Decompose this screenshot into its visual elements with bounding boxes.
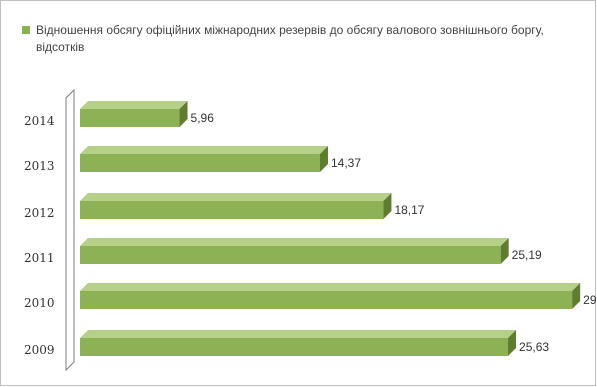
bar-side-face (500, 238, 509, 264)
y-tick-label: 2010 (24, 296, 55, 310)
data-label: 25,19 (512, 248, 542, 262)
bar (80, 154, 320, 172)
bar (80, 109, 180, 127)
bar (80, 246, 501, 264)
data-label: 18,17 (394, 203, 424, 217)
legend: Відношення обсягу офіційних міжнародних … (22, 22, 562, 56)
bar-top-face (80, 238, 509, 246)
data-label: 29,47 (583, 293, 597, 307)
data-label: 25,63 (519, 340, 549, 354)
bar-side-face (179, 101, 188, 127)
bar-top-face (80, 330, 517, 338)
data-label: 14,37 (331, 156, 361, 170)
bar (80, 201, 384, 219)
bar-top-face (80, 283, 581, 291)
legend-swatch (22, 26, 30, 34)
y-tick-label: 2009 (24, 343, 55, 357)
y-tick-label: 2012 (24, 206, 55, 220)
bar-side-face (572, 283, 581, 309)
bar-top-face (80, 146, 328, 154)
y-tick-label: 2011 (24, 251, 55, 265)
y-tick-label: 2013 (24, 159, 55, 173)
legend-label: Відношення обсягу офіційних міжнародних … (36, 23, 544, 54)
axis-wall (65, 88, 75, 372)
bar (80, 291, 573, 309)
data-label: 5,96 (191, 111, 215, 125)
bar-top-face (80, 193, 392, 201)
bar-side-face (383, 193, 392, 219)
bar-side-face (319, 146, 328, 172)
bar-top-face (80, 101, 188, 109)
y-tick-label: 2014 (24, 114, 55, 128)
bar-side-face (508, 330, 517, 356)
bar (80, 338, 509, 356)
